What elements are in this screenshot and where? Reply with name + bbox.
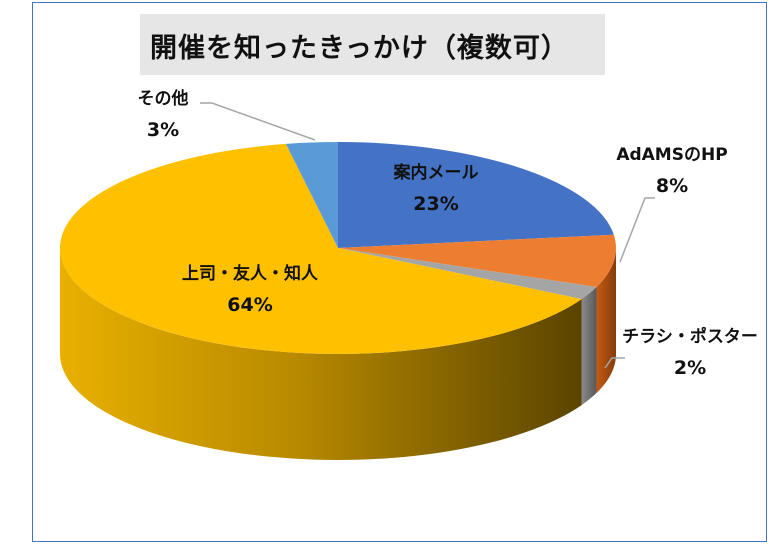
pie-slice-3 [60,143,582,355]
label-slice-1: AdAMSのHP 8% [616,145,728,197]
title-box [140,14,605,75]
label-slice-4: その他 3% [137,89,189,141]
pie-slice-0 [338,142,614,248]
label-slice-0: 案内メール 23% [393,163,479,215]
pie-side-3 [60,248,582,461]
pie-side-2 [581,287,597,406]
pie-slice-1 [338,234,616,288]
chart-title: 開催を知ったきっかけ（複数可） [150,33,569,64]
chart-border [32,2,767,542]
pie-side-1 [596,248,616,394]
leader-line-0 [200,102,316,141]
pie-slice-4 [285,142,338,248]
label-slice-2: チラシ・ポスター 2% [622,327,758,379]
label-slice-3: 上司・友人・知人 64% [182,264,318,316]
leader-line-1 [619,197,655,263]
pie-slice-2 [338,248,597,300]
leader-line-2 [604,357,625,369]
